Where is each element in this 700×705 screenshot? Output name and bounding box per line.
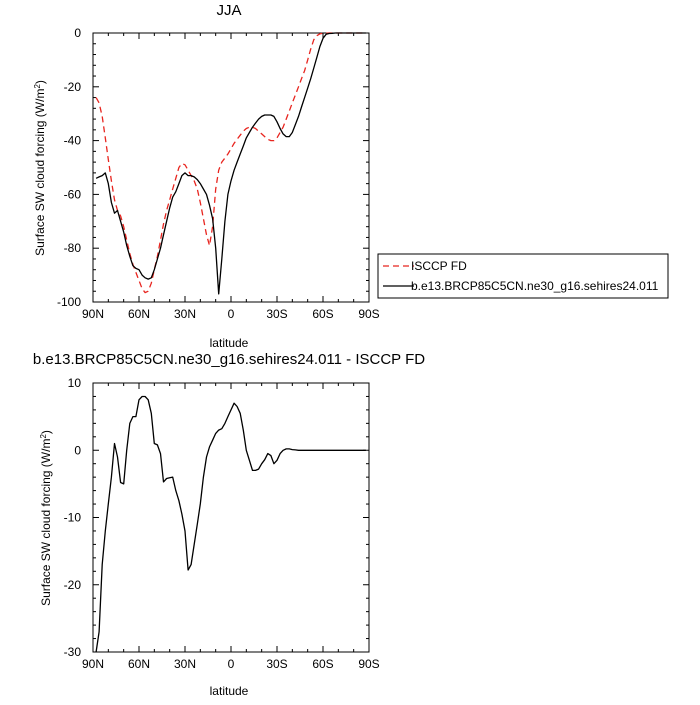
x-tick-label: 90S bbox=[358, 307, 379, 321]
y-tick-label: -20 bbox=[64, 578, 82, 592]
x-tick-label: 90S bbox=[358, 657, 379, 671]
y-tick-label: 10 bbox=[68, 376, 82, 390]
y-axis-label-bottom-sup: 2 bbox=[39, 434, 48, 439]
legend-label-model: b.e13.BRCP85C5CN.ne30_g16.sehires24.011 bbox=[411, 279, 659, 293]
x-tick-label: 30N bbox=[174, 657, 196, 671]
x-tick-label: 60N bbox=[128, 307, 150, 321]
x-tick-label: 0 bbox=[228, 307, 235, 321]
y-axis-label-bottom-main: Surface SW cloud forcing (W/m bbox=[39, 439, 53, 606]
x-tick-label: 60N bbox=[128, 657, 150, 671]
y-tick-label: 0 bbox=[74, 443, 81, 457]
y-axis-label-top-main: Surface SW cloud forcing (W/m bbox=[33, 89, 47, 256]
legend-box bbox=[377, 253, 669, 299]
x-tick-label: 60S bbox=[312, 307, 333, 321]
x-tick-label: 30S bbox=[266, 657, 287, 671]
y-axis-label-top-sup: 2 bbox=[33, 84, 42, 89]
y-axis-label-bottom-suffix: ) bbox=[39, 430, 53, 434]
chart-title-bottom: b.e13.BRCP85C5CN.ne30_g16.sehires24.011 … bbox=[33, 351, 425, 368]
y-tick-label: -10 bbox=[64, 511, 82, 525]
y-tick-label: -80 bbox=[64, 241, 82, 255]
x-tick-label: 0 bbox=[228, 657, 235, 671]
y-tick-label: -40 bbox=[64, 134, 82, 148]
x-tick-label: 90N bbox=[82, 657, 104, 671]
series-line-top-0 bbox=[95, 32, 366, 294]
chart-title-top: JJA bbox=[216, 2, 241, 19]
series-layer-top bbox=[95, 32, 366, 295]
legend: ISCCP FD b.e13.BRCP85C5CN.ne30_g16.sehir… bbox=[377, 253, 669, 299]
y-axis-label-top-suffix: ) bbox=[33, 80, 47, 84]
y-tick-label: -100 bbox=[57, 295, 81, 309]
series-layer-bottom bbox=[95, 395, 366, 653]
y-tick-label: -20 bbox=[64, 80, 82, 94]
x-tick-label: 60S bbox=[312, 657, 333, 671]
x-tick-label: 90N bbox=[82, 307, 104, 321]
y-axis-label-bottom: Surface SW cloud forcing (W/m2) bbox=[39, 430, 53, 606]
y-tick-label: -60 bbox=[64, 187, 82, 201]
plot-frame-bottom bbox=[92, 382, 370, 653]
ticks-top: 90N 60N 30N 0 30S 60S 90S 0 -20 -40 -60 -80 -100 bbox=[57, 26, 380, 321]
legend-label-isccp: ISCCP FD bbox=[411, 259, 467, 273]
x-tick-label: 30N bbox=[174, 307, 196, 321]
ticks-bottom: 90N 60N 30N 0 30S 60S 90S 10 0 -10 -20 -30 bbox=[64, 376, 380, 671]
plot-frame-top bbox=[92, 32, 370, 303]
y-axis-label-top: Surface SW cloud forcing (W/m2) bbox=[33, 80, 47, 256]
x-tick-label: 30S bbox=[266, 307, 287, 321]
panel-bottom: b.e13.BRCP85C5CN.ne30_g16.sehires24.011 … bbox=[33, 351, 425, 698]
y-tick-label: -30 bbox=[64, 645, 82, 659]
y-tick-label: 0 bbox=[74, 26, 81, 40]
x-axis-label-top: latitude bbox=[210, 336, 249, 350]
panel-top: JJA 90N 60N 30N 0 30S 60S 90S 0 -20 -40 -60 -80 -100… bbox=[33, 2, 669, 350]
series-line-bottom-0 bbox=[95, 395, 366, 653]
x-axis-label-bottom: latitude bbox=[210, 684, 249, 698]
series-line-top-1 bbox=[95, 32, 366, 295]
